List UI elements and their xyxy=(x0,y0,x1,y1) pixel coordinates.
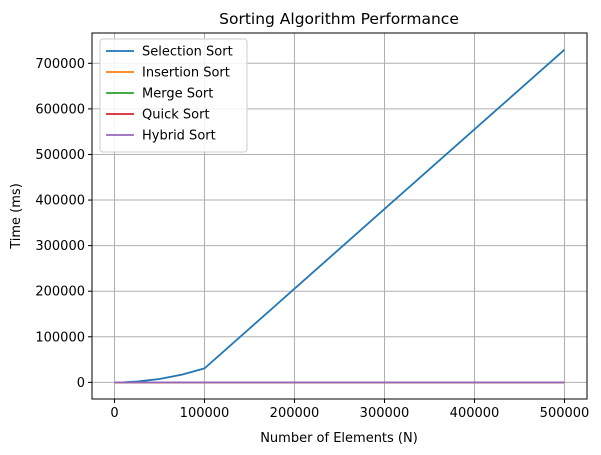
x-tick-label: 100000 xyxy=(180,406,230,421)
grid xyxy=(92,33,587,399)
plot-frame xyxy=(91,32,588,400)
legend-label-quick-sort: Quick Sort xyxy=(142,108,210,123)
y-tick-label: 600000 xyxy=(35,102,85,117)
x-tick-label: 300000 xyxy=(360,406,410,421)
x-tick-label: 500000 xyxy=(540,406,590,421)
x-axis-label: Number of Elements (N) xyxy=(260,431,418,446)
x-tick-label: 0 xyxy=(110,406,118,421)
chart-title: Sorting Algorithm Performance xyxy=(219,10,459,28)
y-tick-label: 300000 xyxy=(35,239,85,254)
legend-label-merge-sort: Merge Sort xyxy=(142,87,213,102)
y-tick-label: 400000 xyxy=(35,194,85,209)
x-tick-label: 400000 xyxy=(450,406,500,421)
legend-label-insertion-sort: Insertion Sort xyxy=(142,66,230,81)
x-axis: 0 100000 200000 300000 400000 500000 xyxy=(110,399,589,421)
y-tick-label: 100000 xyxy=(35,330,85,345)
x-tick-label: 200000 xyxy=(270,406,320,421)
y-axis-label: Time (ms) xyxy=(9,183,24,250)
y-tick-label: 200000 xyxy=(35,285,85,300)
y-tick-label: 500000 xyxy=(35,148,85,163)
legend-label-selection-sort: Selection Sort xyxy=(142,45,233,60)
legend-label-hybrid-sort: Hybrid Sort xyxy=(142,129,216,144)
y-tick-label: 0 xyxy=(77,376,85,391)
legend: Selection Sort Insertion Sort Merge Sort Qu… xyxy=(99,38,248,153)
y-tick-label: 700000 xyxy=(35,57,85,72)
legend-box xyxy=(99,38,248,153)
series-lines xyxy=(114,48,566,384)
y-axis: 0 100000 200000 300000 400000 500000 600000 700… xyxy=(35,57,92,391)
